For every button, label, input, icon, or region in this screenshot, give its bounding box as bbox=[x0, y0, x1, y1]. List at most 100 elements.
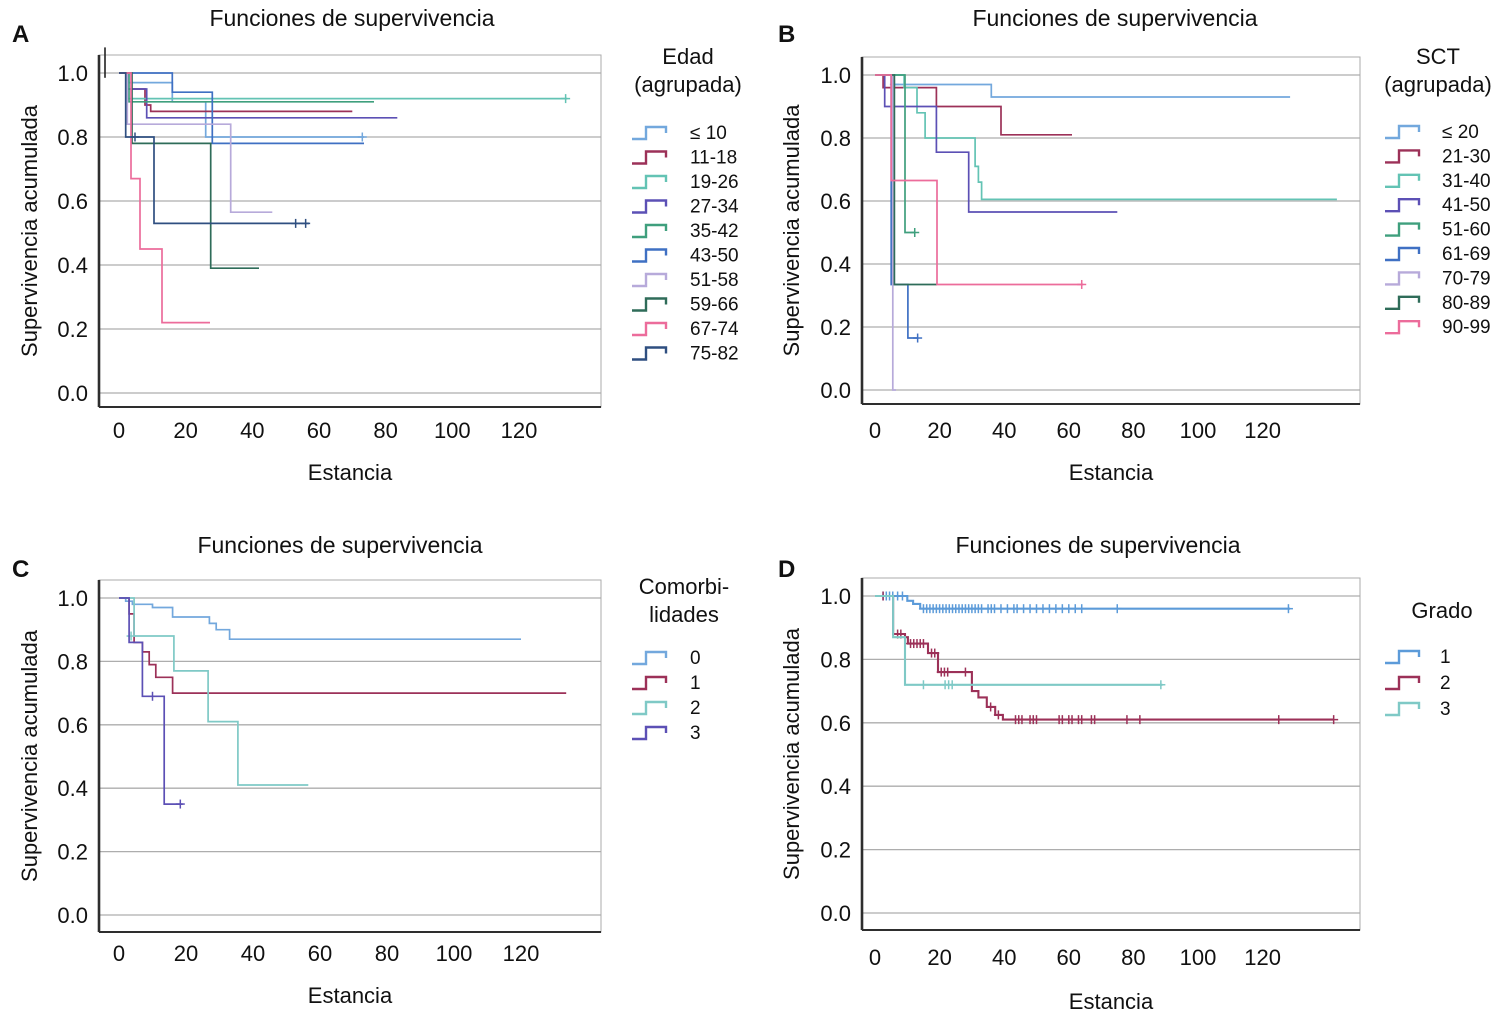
censor-mark bbox=[1122, 715, 1132, 725]
legend-item-label: 31-40 bbox=[1442, 171, 1491, 192]
legend-item-3: 3 bbox=[1385, 699, 1451, 720]
legend-key-step-icon bbox=[1385, 295, 1421, 310]
survival-curve-0 bbox=[119, 597, 521, 641]
x-axis-label: Estancia bbox=[308, 460, 393, 485]
y-tick-label: 0.0 bbox=[820, 901, 851, 926]
legend-key-step-icon bbox=[1385, 320, 1421, 335]
legend-title: (agrupada) bbox=[634, 72, 742, 97]
censor-mark bbox=[930, 648, 940, 658]
legend-item-label: 27-34 bbox=[690, 197, 739, 218]
y-tick-label: 0.6 bbox=[57, 189, 88, 214]
legend-key-step-icon bbox=[632, 223, 668, 239]
censor-mark bbox=[1135, 715, 1145, 725]
x-axis-label: Estancia bbox=[308, 983, 393, 1008]
x-tick-label: 60 bbox=[308, 941, 332, 966]
legend-item-label: 80-89 bbox=[1442, 293, 1491, 314]
legend-key-step-icon bbox=[1385, 197, 1421, 213]
x-tick-label: 80 bbox=[373, 418, 397, 443]
legend-item-label: 3 bbox=[1440, 699, 1451, 720]
survival-curve-31-40 bbox=[875, 74, 1337, 201]
x-tick-label: 0 bbox=[869, 945, 881, 970]
legend-key-step-icon bbox=[632, 248, 668, 263]
x-tick-label: 60 bbox=[1057, 418, 1081, 443]
censor-mark bbox=[993, 710, 1003, 720]
censor-mark bbox=[1077, 715, 1087, 725]
legend-key-step-icon bbox=[632, 125, 668, 141]
y-tick-label: 0.2 bbox=[820, 838, 851, 863]
legend-item-2: 2 bbox=[632, 698, 701, 719]
panel-B: 0.0 0.2 0.4 0.6 0.8 1.0 0 20 40 60 80 100 120 Funcion… bbox=[760, 0, 1492, 520]
panel-letter: D bbox=[778, 556, 795, 583]
survival-chart-B: 0.0 0.2 0.4 0.6 0.8 1.0 0 20 40 60 80 100 120 Funcion… bbox=[778, 5, 1492, 485]
legend-item-label: ≤ 10 bbox=[690, 123, 727, 144]
panel-C: 0.0 0.2 0.4 0.6 0.8 1.0 0 20 40 60 80 100 120 Funcion… bbox=[0, 525, 760, 1024]
censor-mark bbox=[1283, 604, 1293, 614]
legend-item-59-66: 59-66 bbox=[632, 295, 739, 316]
legend-item-41-50: 41-50 bbox=[1385, 195, 1491, 216]
legend-item-43-50: 43-50 bbox=[632, 246, 739, 267]
legend-item-label: 21-30 bbox=[1442, 146, 1491, 167]
legend-key-step-icon bbox=[1385, 701, 1421, 717]
x-tick-label: 80 bbox=[1121, 418, 1145, 443]
panel-title: Funciones de supervivencia bbox=[955, 532, 1240, 558]
legend-item-11-18: 11-18 bbox=[632, 148, 737, 169]
survival-curve-2 bbox=[119, 597, 309, 786]
survival-curve-70-79 bbox=[875, 74, 896, 391]
y-tick-label: 0.4 bbox=[57, 776, 88, 801]
x-tick-label: 20 bbox=[174, 941, 198, 966]
legend-title: Comorbi- bbox=[639, 574, 729, 599]
x-tick-label: 120 bbox=[503, 941, 540, 966]
legend-key-step-icon bbox=[632, 321, 668, 337]
legend-key-step-icon bbox=[1385, 173, 1421, 189]
x-tick-label: 60 bbox=[1057, 945, 1081, 970]
survival-curve-61-69 bbox=[875, 74, 918, 339]
legend-item-label: 0 bbox=[690, 648, 701, 669]
survival-curve-90-99 bbox=[875, 74, 1084, 286]
censor-mark bbox=[126, 631, 136, 641]
x-tick-label: 20 bbox=[927, 418, 951, 443]
y-tick-label: 0.6 bbox=[820, 711, 851, 736]
legend-item-3: 3 bbox=[632, 723, 701, 744]
legend-item-2: 2 bbox=[1385, 673, 1451, 694]
plot-box bbox=[98, 579, 602, 933]
x-tick-label: 120 bbox=[1244, 945, 1281, 970]
censor-mark bbox=[175, 799, 185, 809]
panel-letter: B bbox=[778, 21, 795, 48]
legend-item-label: 75-82 bbox=[690, 344, 739, 365]
survival-chart-D: 0.0 0.2 0.4 0.6 0.8 1.0 0 20 40 60 80 100 120 Funcion… bbox=[778, 532, 1473, 1014]
y-tick-label: 0.4 bbox=[820, 252, 851, 277]
survival-curve-19-26 bbox=[119, 72, 568, 100]
survival-curve-3 bbox=[119, 597, 183, 805]
censor-mark bbox=[291, 218, 301, 228]
legend-item-51-58: 51-58 bbox=[632, 270, 739, 291]
x-axis-label: Estancia bbox=[1069, 989, 1154, 1014]
y-tick-label: 0.2 bbox=[57, 317, 88, 342]
legend-item-label: 43-50 bbox=[690, 246, 739, 267]
survival-curve-41-50 bbox=[875, 74, 1118, 213]
plot-box bbox=[861, 577, 1361, 931]
legend-key-step-icon bbox=[1385, 271, 1421, 286]
legend-item-21-30: 21-30 bbox=[1385, 146, 1491, 167]
legend-item-label: 51-58 bbox=[690, 270, 739, 291]
legend-title: (agrupada) bbox=[1384, 72, 1492, 97]
legend-key-step-icon bbox=[632, 346, 668, 361]
legend-item-90-99: 90-99 bbox=[1385, 317, 1491, 338]
x-tick-label: 100 bbox=[436, 941, 473, 966]
censor-mark bbox=[130, 132, 140, 142]
censor-mark bbox=[910, 228, 920, 237]
y-tick-label: 0.4 bbox=[57, 253, 88, 278]
survival-curve-43-50 bbox=[119, 72, 364, 145]
legend-title: Edad bbox=[662, 44, 713, 69]
x-axis-label: Estancia bbox=[1069, 460, 1154, 485]
x-tick-label: 40 bbox=[241, 941, 265, 966]
x-tick-label: 0 bbox=[113, 418, 125, 443]
censor-mark bbox=[1077, 604, 1087, 614]
y-tick-label: 0.0 bbox=[820, 378, 851, 403]
censor-mark bbox=[1077, 279, 1087, 289]
y-tick-label: 0.0 bbox=[57, 903, 88, 928]
x-tick-label: 20 bbox=[927, 945, 951, 970]
y-tick-label: 1.0 bbox=[57, 61, 88, 86]
legend-title: SCT bbox=[1416, 44, 1460, 69]
x-tick-label: 40 bbox=[992, 945, 1016, 970]
y-tick-label: 0.8 bbox=[820, 647, 851, 672]
